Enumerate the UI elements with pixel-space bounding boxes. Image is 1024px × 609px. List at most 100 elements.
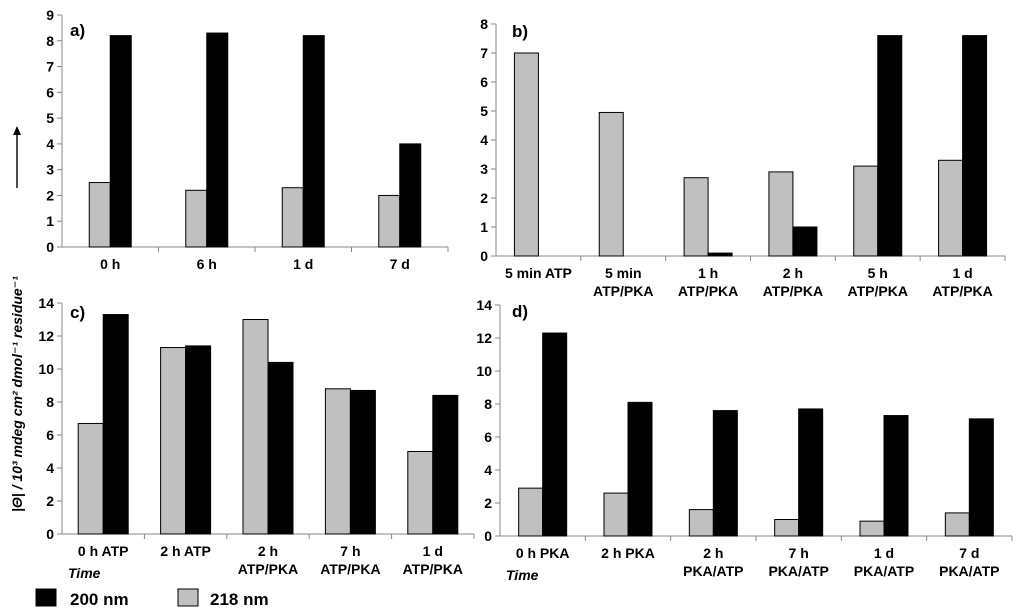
b-y-tick-label: 1 [480,219,488,235]
c-x-tick-label: 1 d [423,543,443,559]
b-x-tick-label: ATP/PKA [593,283,653,299]
b-bar-200nm [877,35,903,257]
b-y-tick-label: 6 [480,74,488,90]
legend: 200 nm 218 nm [35,588,269,609]
a-y-tick-label: 8 [46,33,54,49]
d-y-tick-label: 14 [476,297,492,313]
b-bar-218nm [853,165,879,257]
a-bar-218nm [281,187,304,248]
c-y-tick-label: 10 [38,361,54,377]
a-x-tick-label: 0 h [100,256,120,272]
d-bar-200nm [798,408,824,537]
b-y-tick-label: 8 [480,16,488,32]
a-bar-218nm [378,194,401,248]
d-x-tick-label: PKA/ATP [683,563,743,579]
c-bar-218nm [77,422,104,535]
d-x-tick-label: 0 h PKA [516,545,570,561]
c-bar-200nm [102,314,129,535]
a-x-tick-label: 7 d [390,256,410,272]
c-y-tick-label: 4 [46,460,54,476]
legend-label-218nm: 218 nm [210,590,269,609]
y-axis-arrow-head [13,126,21,135]
d-x-tick-label: PKA/ATP [854,563,914,579]
c-x-tick-label: ATP/PKA [320,561,380,577]
a-x-tick-label: 1 d [293,256,313,272]
a-x-tick-label: 6 h [197,256,217,272]
c-y-tick-label: 12 [38,328,54,344]
b-x-tick-label: ATP/PKA [848,283,908,299]
legend-label-200nm: 200 nm [70,590,129,609]
b-y-tick-label: 5 [480,103,488,119]
c-bar-200nm [432,394,459,535]
d-bar-200nm [968,418,994,537]
b-bar-218nm [513,52,539,257]
c-panel-label: c) [70,303,85,322]
c-bar-200nm [267,361,294,535]
c-y-tick-label: 2 [46,493,54,509]
d-y-tick-label: 4 [484,462,492,478]
a-bar-200nm [302,35,325,248]
y-axis-title-group: |Θ| / 10³ mdeg cm² dmol⁻¹ residue⁻¹ [9,126,25,512]
a-y-tick-label: 9 [46,7,54,23]
d-x-tick-label: 7 d [959,545,979,561]
a-bar-200nm [399,143,422,248]
panel-a-chart: 0 1 2 3 4 5 6 7 8 9 a) 0 h 6 h 1 d 7 d [46,7,449,272]
a-y-tick-label: 5 [46,110,54,126]
d-bar-218nm [859,520,885,537]
legend-swatch-200nm [35,588,57,607]
c-y-tick-label: 6 [46,427,54,443]
c-x-tick-label: ATP/PKA [403,561,463,577]
b-x-tick-label: 5 min ATP [505,265,572,281]
a-bar-218nm [88,182,111,248]
c-y-tick-label: 8 [46,394,54,410]
c-bar-218nm [242,319,269,535]
d-x-tick-label: 1 d [874,545,894,561]
d-time-label: Time [506,567,539,583]
d-bar-218nm [518,487,544,537]
c-bar-200nm [349,389,376,535]
b-y-tick-label: 7 [480,45,488,61]
y-axis-title: |Θ| / 10³ mdeg cm² dmol⁻¹ residue⁻¹ [9,276,25,512]
b-x-tick-label: 5 h [868,265,888,281]
d-bar-200nm [712,410,738,537]
b-bar-200nm [707,252,733,257]
b-panel-label: b) [512,22,528,41]
a-y-tick-label: 4 [46,136,54,152]
a-y-tick-label: 6 [46,84,54,100]
c-y-tick-label: 14 [38,295,54,311]
b-y-tick-label: 4 [480,132,488,148]
a-y-tick-label: 2 [46,187,54,203]
b-bar-200nm [962,35,988,257]
d-x-tick-label: 7 h [789,545,809,561]
b-bar-200nm [792,226,818,257]
a-panel-label: a) [70,21,85,40]
b-x-tick-label: 1 h [698,265,718,281]
c-bar-218nm [160,347,187,535]
d-y-tick-label: 0 [484,528,492,544]
a-y-tick-label: 0 [46,239,54,255]
panel-b-chart: 0 1 2 3 4 5 6 7 8 b) 5 min ATP 5 min ATP/PKA 1 h ATP/P… [480,16,1006,299]
c-y-tick-label: 0 [46,526,54,542]
c-bar-218nm [324,388,351,535]
b-x-tick-label: 5 min [605,265,642,281]
a-bar-218nm [185,189,208,248]
c-x-tick-label: 0 h ATP [78,543,129,559]
d-y-tick-label: 10 [476,363,492,379]
a-y-tick-label: 1 [46,213,54,229]
c-x-tick-label: 7 h [340,543,360,559]
b-x-tick-label: ATP/PKA [763,283,823,299]
a-bar-200nm [206,32,229,248]
b-bar-218nm [938,159,964,257]
b-y-tick-label: 0 [480,248,488,264]
panel-d-chart: 0 2 4 6 8 10 12 14 d) 0 h PKA 2 h PKA 2 h PKA/ATP 7 h… [476,297,1013,583]
b-x-tick-label: 2 h [783,265,803,281]
b-bar-218nm [768,171,794,257]
d-bar-200nm [542,332,568,537]
b-x-tick-label: 1 d [952,265,972,281]
d-panel-label: d) [512,302,528,321]
a-y-tick-label: 7 [46,59,54,75]
a-bar-200nm [109,35,132,248]
d-y-tick-label: 6 [484,429,492,445]
b-bar-218nm [683,177,709,257]
